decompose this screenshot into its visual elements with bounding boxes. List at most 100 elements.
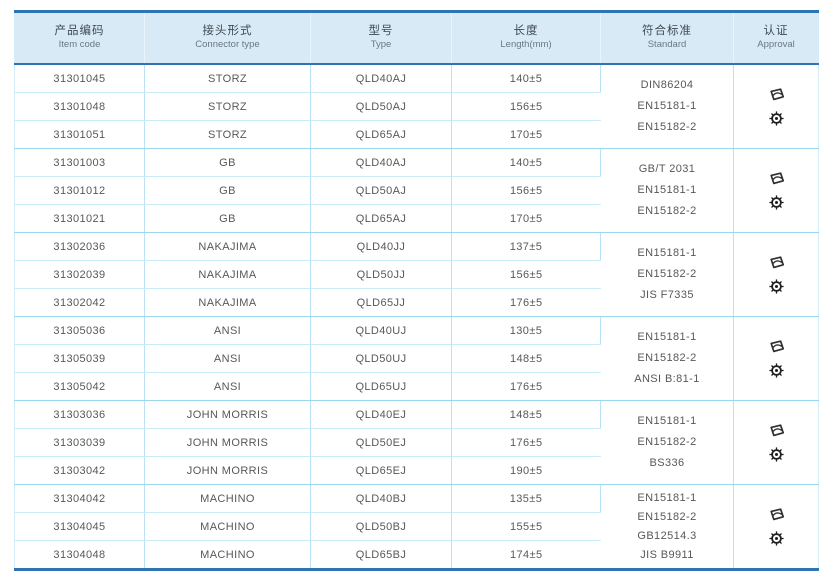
cell-type: QLD65BJ [310, 540, 452, 570]
cell-type: QLD40EJ [310, 400, 452, 429]
standard-line: GB12514.3 [637, 529, 697, 542]
table-row: 31302036 NAKAJIMA QLD40JJ 137±5 EN15181-1 EN1… [14, 232, 819, 317]
table-row: 31305036 ANSI QLD40UJ 130±5 EN15181-1 EN15182… [14, 316, 819, 401]
col-header-zh: 认证 [763, 24, 789, 37]
cell-item-code: 31304042 [14, 484, 145, 513]
table-row: 31301051 STORZ QLD65AJ 170±5 [14, 120, 819, 149]
cell-type: QLD50AJ [310, 176, 452, 205]
col-header-connector-type: 接头形式 Connector type [144, 11, 311, 65]
cell-approval [733, 148, 819, 233]
standard-line: EN15181-1 [637, 184, 697, 196]
cell-standards: EN15181-1 EN15182-2 GB12514.3 JIS B9911 [600, 484, 734, 570]
cell-connector-type: MACHINO [144, 484, 311, 513]
wheel-mark-icon [768, 446, 784, 462]
table-row: 31302039 NAKAJIMA QLD50JJ 156±5 [14, 260, 819, 289]
cell-standards: EN15181-1 EN15182-2 JIS F7335 [600, 232, 734, 317]
col-header-zh: 接头形式 [202, 24, 253, 37]
cell-type: QLD40AJ [310, 64, 452, 93]
col-header-standard: 符合标准 Standard [600, 11, 734, 65]
type-approval-mark-icon [769, 87, 784, 100]
col-header-en: Type [370, 38, 392, 50]
cell-item-code: 31305036 [14, 316, 145, 345]
cell-item-code: 31301012 [14, 176, 145, 205]
cell-connector-type: GB [144, 176, 311, 205]
cell-type: QLD65EJ [310, 456, 452, 485]
cell-type: QLD50JJ [310, 260, 452, 289]
standard-line: EN15182-2 [637, 352, 697, 364]
cell-item-code: 31301048 [14, 92, 145, 121]
col-header-approval: 认证 Approval [733, 11, 819, 65]
table-row: 31301003 GB QLD40AJ 140±5 GB/T 2031 EN15181-1… [14, 148, 819, 233]
col-header-item-code: 产品编码 Item code [14, 11, 145, 65]
cell-item-code: 31305042 [14, 372, 145, 401]
cell-standards: GB/T 2031 EN15181-1 EN15182-2 [600, 148, 734, 233]
standard-line: EN15181-1 [637, 247, 697, 259]
standard-line: JIS F7335 [640, 289, 694, 301]
approval-icons [734, 171, 818, 210]
cell-item-code: 31303039 [14, 428, 145, 457]
cell-item-code: 31302042 [14, 288, 145, 317]
cell-item-code: 31305039 [14, 344, 145, 373]
cell-connector-type: ANSI [144, 372, 311, 401]
cell-item-code: 31304045 [14, 512, 145, 541]
standard-line: EN15182-2 [637, 510, 697, 523]
table-row: 31302042 NAKAJIMA QLD65JJ 176±5 [14, 288, 819, 317]
cell-type: QLD40JJ [310, 232, 452, 261]
col-header-zh: 型号 [368, 24, 394, 37]
product-spec-table: 产品编码 Item code 接头形式 Connector type 型号 Ty… [14, 10, 819, 571]
cell-item-code: 31303036 [14, 400, 145, 429]
col-header-en: Length(mm) [500, 38, 552, 50]
cell-approval [733, 400, 819, 485]
cell-approval [733, 64, 819, 149]
cell-connector-type: STORZ [144, 92, 311, 121]
cell-type: QLD40AJ [310, 148, 452, 177]
cell-length: 170±5 [451, 204, 601, 233]
col-header-en: Approval [757, 38, 795, 50]
table-row: 31303039 JOHN MORRIS QLD50EJ 176±5 [14, 428, 819, 457]
table-row: 31303036 JOHN MORRIS QLD40EJ 148±5 EN15181-1… [14, 400, 819, 485]
cell-type: QLD50UJ [310, 344, 452, 373]
table-row: 31301021 GB QLD65AJ 170±5 [14, 204, 819, 233]
wheel-mark-icon [768, 194, 784, 210]
cell-standards: DIN86204 EN15181-1 EN15182-2 [600, 64, 734, 149]
wheel-mark-icon [768, 530, 784, 546]
type-approval-mark-icon [769, 171, 784, 184]
cell-item-code: 31303042 [14, 456, 145, 485]
type-approval-mark-icon [769, 423, 784, 436]
cell-type: QLD65UJ [310, 372, 452, 401]
cell-type: QLD50EJ [310, 428, 452, 457]
cell-standards: EN15181-1 EN15182-2 ANSI B:81-1 [600, 316, 734, 401]
table-row: 31304042 MACHINO QLD40BJ 135±5 EN15181-1 EN15… [14, 484, 819, 570]
cell-connector-type: STORZ [144, 120, 311, 149]
cell-type: QLD50AJ [310, 92, 452, 121]
standard-line: EN15182-2 [637, 121, 697, 133]
cell-length: 190±5 [451, 456, 601, 485]
cell-approval [733, 316, 819, 401]
cell-item-code: 31302036 [14, 232, 145, 261]
cell-length: 148±5 [451, 344, 601, 373]
col-header-type: 型号 Type [310, 11, 452, 65]
cell-type: QLD65AJ [310, 120, 452, 149]
standard-line: EN15181-1 [637, 491, 697, 504]
cell-type: QLD65AJ [310, 204, 452, 233]
table-row: 31301048 STORZ QLD50AJ 156±5 [14, 92, 819, 121]
cell-connector-type: JOHN MORRIS [144, 428, 311, 457]
cell-length: 176±5 [451, 372, 601, 401]
cell-connector-type: STORZ [144, 64, 311, 93]
standard-line: ANSI B:81-1 [634, 373, 700, 385]
type-approval-mark-icon [769, 255, 784, 268]
cell-approval [733, 484, 819, 570]
cell-item-code: 31301003 [14, 148, 145, 177]
wheel-mark-icon [768, 110, 784, 126]
cell-connector-type: ANSI [144, 344, 311, 373]
approval-icons [734, 423, 818, 462]
cell-connector-type: NAKAJIMA [144, 232, 311, 261]
cell-item-code: 31304048 [14, 540, 145, 570]
cell-connector-type: JOHN MORRIS [144, 456, 311, 485]
cell-standards: EN15181-1 EN15182-2 BS336 [600, 400, 734, 485]
cell-length: 156±5 [451, 92, 601, 121]
cell-length: 176±5 [451, 428, 601, 457]
wheel-mark-icon [768, 278, 784, 294]
cell-length: 176±5 [451, 288, 601, 317]
